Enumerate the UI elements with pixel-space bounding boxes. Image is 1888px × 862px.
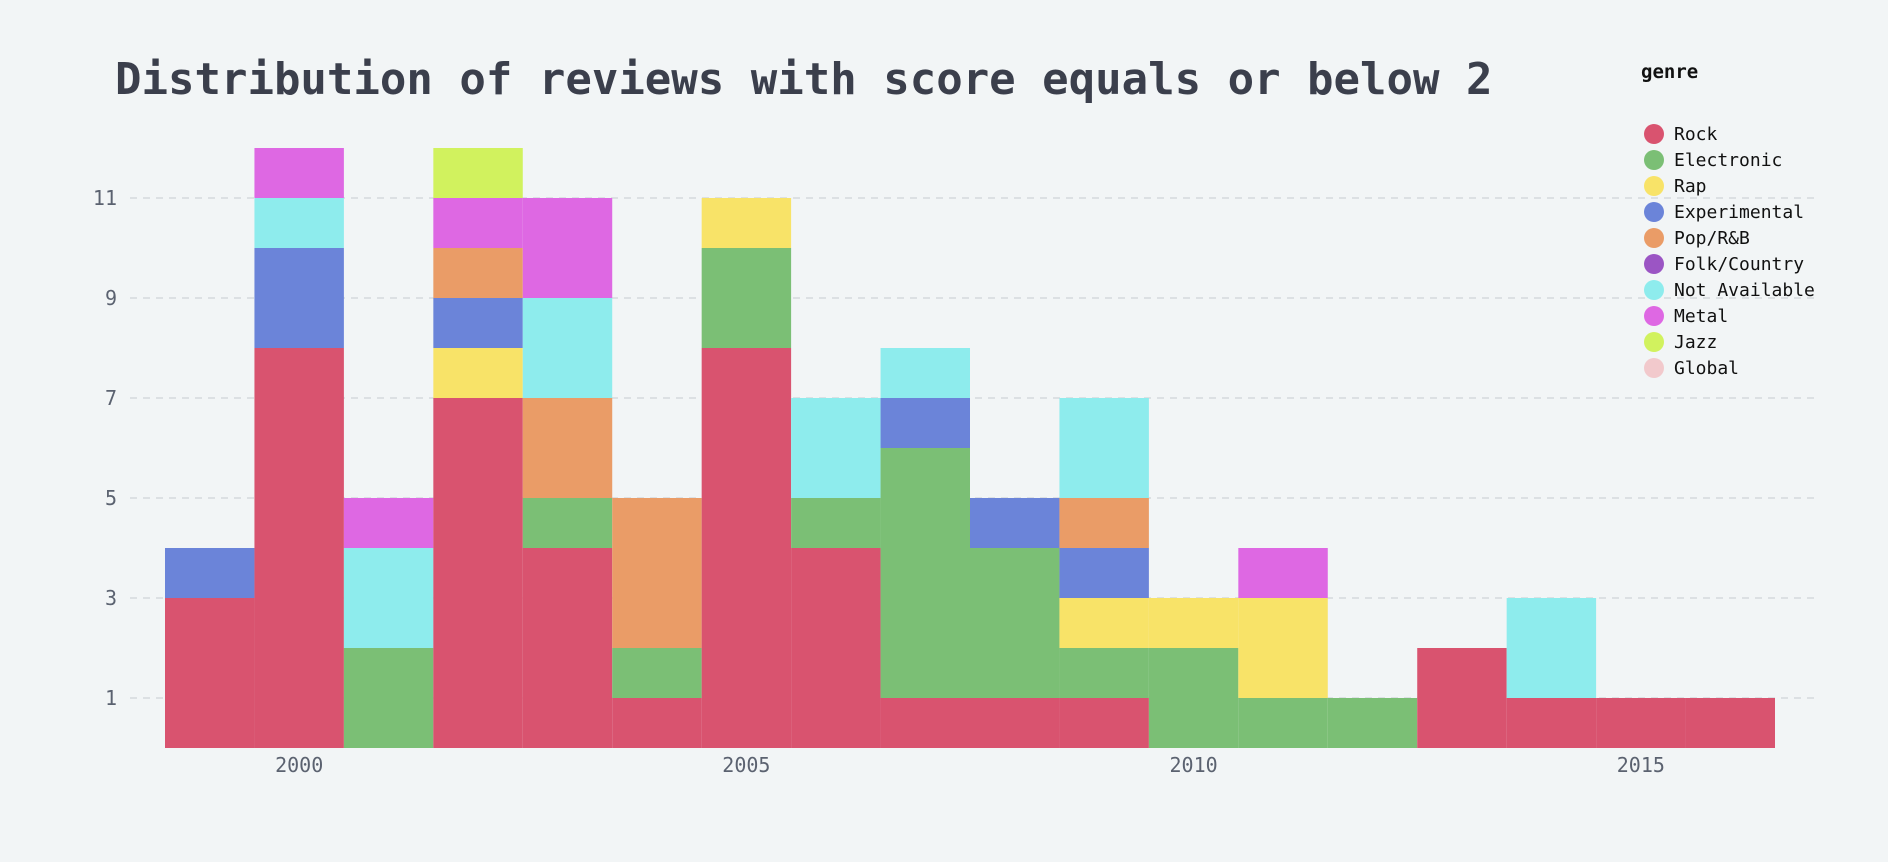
bar-segment-rock — [1596, 698, 1686, 748]
bar-segment-pop-r-b — [522, 398, 613, 498]
x-tick-label: 2005 — [722, 753, 770, 777]
legend-marker-global[interactable] — [1644, 358, 1664, 378]
x-tick-label: 2015 — [1617, 753, 1665, 777]
x-axis-ticks: 2000 2005 2010 2015 — [275, 753, 1665, 777]
bar-segment-rock — [1059, 698, 1149, 748]
legend-label-experimental[interactable]: Experimental — [1674, 202, 1804, 223]
bar-segment-electronic — [791, 498, 881, 548]
bar-segment-not-available — [343, 548, 434, 648]
legend-marker-jazz[interactable] — [1644, 332, 1664, 352]
bar-segment-metal — [522, 198, 613, 298]
bar-segment-not-available — [880, 348, 970, 398]
bar-segment-metal — [254, 148, 344, 198]
y-tick-label: 3 — [105, 586, 117, 610]
legend-marker-folk-country[interactable] — [1644, 254, 1664, 274]
legend-title: genre — [1641, 61, 1698, 83]
legend-label-not-available[interactable]: Not Available — [1674, 280, 1815, 301]
legend-label-electronic[interactable]: Electronic — [1674, 150, 1782, 171]
bar-segment-electronic — [1059, 648, 1149, 698]
bar-segment-rap — [1148, 598, 1239, 648]
legend-marker-metal[interactable] — [1644, 306, 1664, 326]
chart-title: Distribution of reviews with score equal… — [115, 54, 1493, 105]
bar-segment-rock — [791, 548, 881, 748]
legend: genre Rock Electronic Rap Experimental Pop/R… — [1641, 61, 1815, 379]
bar-segment-rap — [1238, 598, 1328, 698]
y-tick-label: 1 — [105, 686, 117, 710]
legend-label-folk-country[interactable]: Folk/Country — [1674, 254, 1804, 275]
bar-segment-rap — [433, 348, 523, 398]
bar-segment-electronic — [701, 248, 792, 348]
bar-segment-rock — [1685, 698, 1775, 748]
y-tick-label: 9 — [105, 286, 117, 310]
bar-segment-rock — [612, 698, 702, 748]
x-tick-label: 2000 — [275, 753, 323, 777]
bar-segment-electronic — [1148, 648, 1239, 748]
legend-marker-electronic[interactable] — [1644, 150, 1664, 170]
bar-segment-experimental — [1059, 548, 1149, 598]
bar-segment-not-available — [791, 398, 881, 498]
bar-segment-experimental — [165, 548, 255, 598]
bar-segment-experimental — [433, 298, 523, 348]
y-tick-label: 5 — [105, 486, 117, 510]
bar-segment-electronic — [880, 448, 970, 698]
y-tick-label: 7 — [105, 386, 117, 410]
legend-marker-not-available[interactable] — [1644, 280, 1664, 300]
bar-segment-not-available — [1059, 398, 1149, 498]
bar-segment-electronic — [343, 648, 434, 748]
bar-segment-experimental — [970, 498, 1060, 548]
bar-segment-jazz — [433, 148, 523, 198]
bar-segment-rock — [254, 348, 344, 748]
bar-segment-metal — [343, 498, 434, 548]
bar-segment-rock — [1506, 698, 1597, 748]
legend-marker-pop-r-b[interactable] — [1644, 228, 1664, 248]
y-axis-ticks: 1 3 5 7 9 11 — [93, 186, 117, 710]
bar-segment-electronic — [1238, 698, 1328, 748]
legend-label-pop-r-b[interactable]: Pop/R&B — [1674, 228, 1750, 249]
bar-segment-electronic — [970, 548, 1060, 698]
legend-label-rap[interactable]: Rap — [1674, 176, 1707, 197]
legend-label-global[interactable]: Global — [1674, 358, 1739, 379]
bar-segment-rock — [1417, 648, 1507, 748]
bar-segment-electronic — [1327, 698, 1418, 748]
stacked-bars — [165, 148, 1775, 748]
legend-label-jazz[interactable]: Jazz — [1674, 332, 1717, 353]
bar-segment-rap — [701, 198, 792, 248]
bar-segment-experimental — [254, 248, 344, 348]
bar-segment-rap — [1059, 598, 1149, 648]
bar-segment-rock — [433, 398, 523, 748]
legend-marker-rock[interactable] — [1644, 124, 1664, 144]
bar-segment-rock — [880, 698, 970, 748]
bar-segment-pop-r-b — [433, 248, 523, 298]
y-tick-label: 11 — [93, 186, 117, 210]
bar-segment-not-available — [1506, 598, 1597, 698]
bar-segment-not-available — [254, 198, 344, 248]
bar-segment-electronic — [612, 648, 702, 698]
bar-segment-rock — [970, 698, 1060, 748]
bar-segment-pop-r-b — [612, 498, 702, 648]
legend-label-rock[interactable]: Rock — [1674, 124, 1718, 145]
bar-segment-not-available — [522, 298, 613, 398]
bar-segment-rock — [165, 598, 255, 748]
legend-marker-rap[interactable] — [1644, 176, 1664, 196]
bar-segment-pop-r-b — [1059, 498, 1149, 548]
bar-segment-metal — [433, 198, 523, 248]
legend-label-metal[interactable]: Metal — [1674, 306, 1728, 327]
bar-segment-electronic — [522, 498, 613, 548]
bar-segment-rock — [522, 548, 613, 748]
x-tick-label: 2010 — [1170, 753, 1218, 777]
bar-segment-rock — [701, 348, 792, 748]
bar-segment-metal — [1238, 548, 1328, 598]
legend-marker-experimental[interactable] — [1644, 202, 1664, 222]
bar-segment-experimental — [880, 398, 970, 448]
